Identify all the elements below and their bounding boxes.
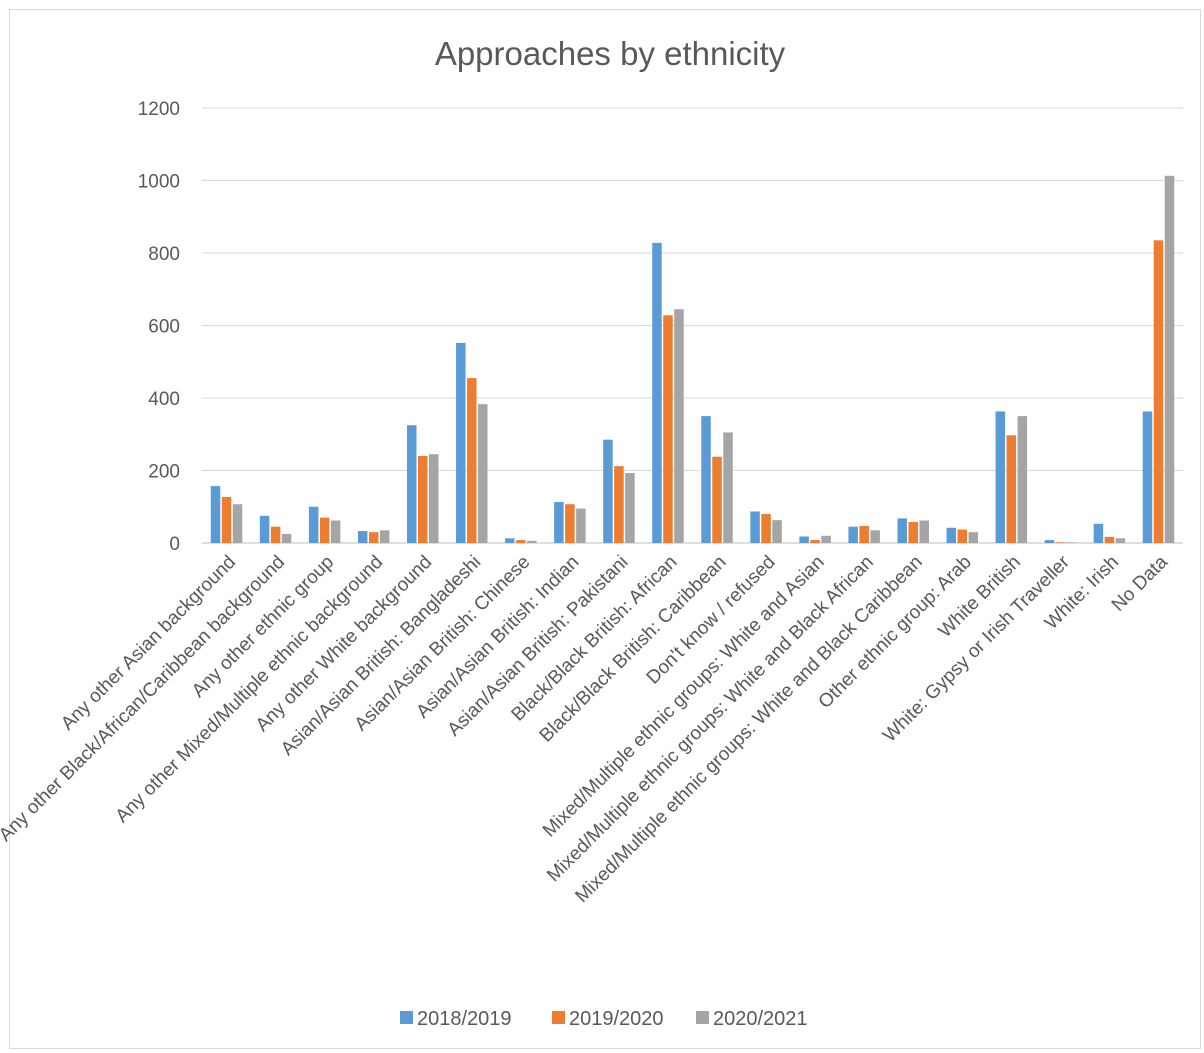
bar [663, 315, 673, 543]
legend-swatch [400, 1011, 413, 1024]
bar [848, 526, 858, 543]
bar [919, 520, 929, 543]
legend-swatch [552, 1011, 565, 1024]
legend-label: 2019/2020 [569, 1008, 664, 1030]
bar [701, 416, 711, 543]
bar [1055, 542, 1066, 543]
bar [1006, 435, 1017, 543]
bar [308, 506, 319, 543]
legend-label: 2020/2021 [713, 1008, 808, 1030]
bar [603, 439, 613, 543]
y-axis-ticks: 0 200 400 600 800 1000 1200 [138, 99, 180, 555]
bar [761, 514, 771, 543]
bar [1153, 240, 1164, 543]
bar [478, 404, 488, 543]
bar [652, 242, 662, 543]
bar [614, 466, 624, 543]
bar [625, 473, 635, 543]
bar [821, 535, 831, 543]
legend: 2018/2019 2019/2020 2020/2021 [400, 1008, 808, 1030]
legend-label: 2018/2019 [417, 1008, 512, 1030]
y-tick-label: 1200 [138, 99, 180, 120]
legend-swatch [696, 1011, 709, 1024]
y-tick-label: 0 [169, 534, 180, 555]
bar [406, 425, 417, 543]
bar [319, 517, 330, 543]
bar [859, 525, 869, 543]
bar [1142, 411, 1153, 543]
chart-title: Approaches by ethnicity [435, 35, 786, 72]
bar [1017, 416, 1028, 543]
bar [270, 526, 281, 543]
bar [908, 521, 918, 543]
bar [576, 508, 586, 543]
bar [1115, 538, 1126, 543]
bar [565, 504, 575, 543]
chart-area [9, 9, 1201, 1049]
bar [1044, 540, 1055, 543]
bar [750, 511, 760, 543]
x-category-label: No Data [1108, 551, 1172, 615]
bar [281, 533, 292, 543]
y-tick-label: 400 [148, 389, 180, 410]
bar [1066, 542, 1077, 543]
bar [357, 531, 368, 543]
bar [467, 378, 477, 543]
bar [259, 515, 270, 543]
bar [674, 309, 684, 543]
y-tick-label: 800 [148, 244, 180, 265]
bar [995, 411, 1006, 543]
bar [1104, 536, 1115, 543]
bar [428, 454, 439, 543]
y-tick-label: 1000 [138, 172, 180, 193]
bar [799, 536, 809, 543]
gridlines [202, 107, 1183, 544]
bar [456, 342, 466, 543]
bar [210, 486, 221, 543]
bar [379, 530, 390, 543]
bar [897, 518, 907, 543]
bars [210, 175, 1175, 543]
bar [772, 520, 782, 543]
bar [968, 532, 979, 543]
bar [368, 532, 379, 543]
bar [723, 432, 733, 543]
x-category-label: Any other Asian background [57, 552, 240, 735]
bar [554, 502, 564, 543]
bar [810, 540, 820, 543]
bar [946, 527, 957, 543]
bar [232, 504, 243, 543]
bar [417, 456, 428, 543]
bar [1164, 175, 1175, 543]
bar [712, 456, 722, 543]
y-tick-label: 600 [148, 317, 180, 338]
bar [870, 530, 880, 543]
bar [330, 520, 341, 543]
y-tick-label: 200 [148, 462, 180, 483]
x-category-label: Asian/Asian British: Pakistani [444, 552, 633, 741]
bar [527, 540, 537, 543]
bar [505, 538, 515, 543]
bar [516, 540, 526, 543]
bar [1093, 523, 1104, 543]
bar [221, 496, 232, 543]
bar [957, 529, 968, 543]
